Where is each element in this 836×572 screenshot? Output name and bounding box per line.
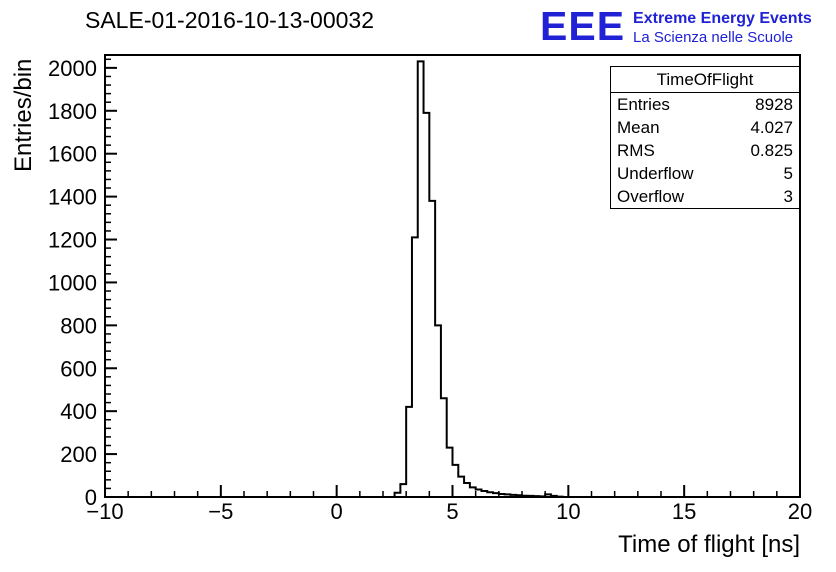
tick-label: 15	[672, 499, 696, 524]
tick-label: −10	[86, 499, 123, 524]
tick-label: 0	[85, 485, 97, 510]
stats-value: 3	[783, 187, 793, 206]
stats-value: 8928	[755, 95, 793, 114]
stats-label: Mean	[617, 118, 660, 137]
stats-box: TimeOfFlight Entries 8928 Mean 4.027 RMS…	[610, 66, 800, 209]
tick-label: 1000	[48, 270, 97, 295]
plot-title: SALE-01-2016-10-13-00032	[85, 7, 374, 33]
stats-row-mean: Mean 4.027	[611, 116, 799, 139]
stats-value: 4.027	[750, 118, 793, 137]
stats-value: 0.825	[750, 141, 793, 160]
tick-label: −5	[208, 499, 233, 524]
tick-label: 20	[788, 499, 812, 524]
y-axis: 0 200 400 600 800 1000 1200 1400 1600 1800 2000	[48, 56, 117, 510]
stats-value: 5	[783, 164, 793, 183]
tick-label: 10	[556, 499, 580, 524]
eee-logo-text: Extreme Energy Events La Scienza nelle S…	[633, 9, 812, 47]
eee-logo: EEE Extreme Energy Events La Scienza nel…	[540, 4, 812, 48]
eee-logo-acronym: EEE	[540, 3, 626, 49]
histogram-line	[105, 60, 800, 498]
histogram-path	[105, 60, 800, 498]
tick-label: 0	[331, 499, 343, 524]
x-axis-title: Time of flight [ns]	[618, 531, 800, 558]
tick-label: 5	[446, 499, 458, 524]
stats-label: Overflow	[617, 187, 685, 206]
tick-label: 800	[60, 313, 97, 338]
stats-box-header: TimeOfFlight	[611, 67, 799, 93]
tick-label: 200	[60, 442, 97, 467]
eee-logo-line1: Extreme Energy Events	[633, 10, 812, 27]
tick-label: 1200	[48, 228, 97, 253]
y-axis-title: Entries/bin	[10, 58, 37, 172]
eee-logo-line2: La Scienza nelle Scuole	[633, 28, 794, 46]
stats-row-entries: Entries 8928	[611, 93, 799, 116]
x-axis: −10 −5 0 5 10 15 20	[86, 485, 812, 524]
tick-label: 1400	[48, 185, 97, 210]
stats-label: Underflow	[617, 164, 694, 183]
stats-row-underflow: Underflow 5	[611, 162, 799, 185]
tick-label: 1600	[48, 142, 97, 167]
tick-label: 1800	[48, 99, 97, 124]
tick-label: 2000	[48, 56, 97, 81]
stats-row-overflow: Overflow 3	[611, 185, 799, 208]
stats-row-rms: RMS 0.825	[611, 139, 799, 162]
tick-label: 600	[60, 356, 97, 381]
stats-label: RMS	[617, 141, 655, 160]
stats-label: Entries	[617, 95, 670, 114]
tick-label: 400	[60, 399, 97, 424]
